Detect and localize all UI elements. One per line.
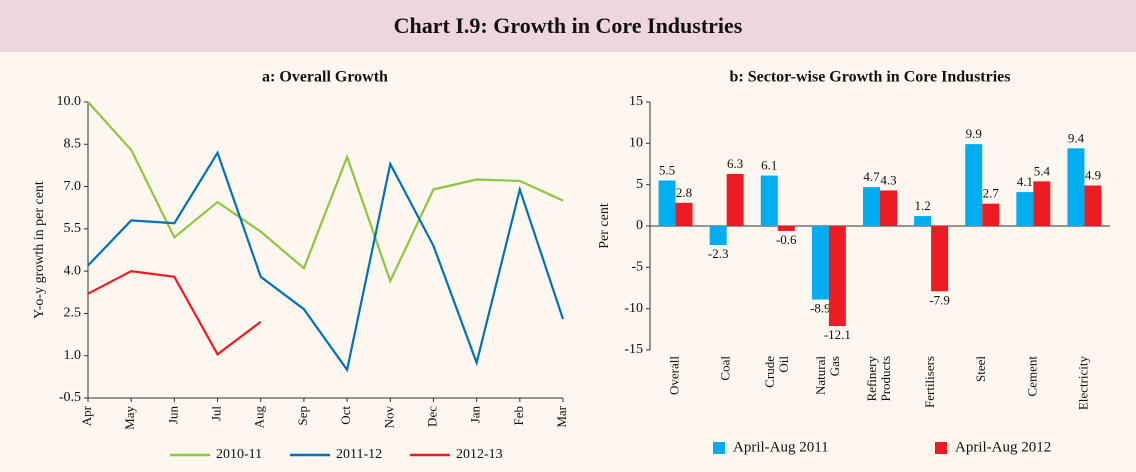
x-tick-label: RefineryProducts (864, 356, 893, 402)
data-label: 4.7 (863, 169, 880, 184)
y-axis-label: Per cent (597, 203, 612, 249)
x-tick-label: Aug (252, 406, 267, 429)
bar (726, 173, 744, 226)
data-label: 1.2 (914, 198, 930, 213)
y-tick-label: 5.5 (64, 221, 82, 236)
x-tick-label: Jan (468, 406, 483, 424)
bar (965, 144, 983, 226)
bar (880, 190, 897, 226)
data-label: 5.4 (1034, 163, 1051, 178)
bar (828, 226, 846, 327)
bar (914, 216, 932, 226)
y-tick-label: -5 (631, 260, 643, 275)
header-band (0, 0, 1136, 52)
x-tick-label: Electricity (1075, 356, 1090, 411)
data-label: 4.9 (1085, 167, 1101, 182)
y-tick-label: 7.0 (64, 179, 82, 194)
bar (863, 187, 880, 226)
data-label: 4.3 (880, 172, 896, 187)
y-tick-label: 8.5 (64, 137, 82, 152)
bar (1084, 185, 1102, 226)
series-line (87, 270, 262, 356)
data-label: 9.4 (1068, 130, 1085, 145)
data-label: -8.9 (810, 301, 831, 316)
x-tick-label: Mar (554, 405, 569, 427)
legend-label: April-Aug 2011 (733, 439, 829, 455)
legend-swatch (935, 442, 947, 454)
y-tick-label: -0.5 (59, 390, 81, 405)
chart-title: b: Sector-wise Growth in Core Industries (729, 69, 1010, 86)
bar (658, 180, 676, 226)
x-tick-label: Steel (973, 356, 988, 382)
bar (811, 226, 829, 300)
x-tick-label: Cement (1024, 356, 1039, 397)
data-label: 6.3 (727, 156, 743, 171)
y-tick-label: 15 (629, 94, 643, 109)
y-tick-label: 10 (629, 136, 643, 151)
data-label: 4.1 (1017, 174, 1033, 189)
bar (1033, 181, 1051, 226)
y-tick-label: 2.5 (64, 306, 82, 321)
bar (709, 226, 727, 246)
bar (931, 226, 949, 292)
x-tick-label: Coal (718, 356, 733, 381)
data-label: 2.7 (983, 186, 1000, 201)
x-tick-label: Dec (424, 406, 439, 427)
x-tick-label: Feb (511, 406, 526, 426)
bar (1067, 148, 1085, 226)
x-tick-label: Nov (381, 406, 396, 429)
data-label: 2.8 (676, 185, 692, 200)
bar (760, 175, 778, 226)
x-tick-label: Sep (295, 406, 310, 426)
data-label: -12.1 (824, 327, 851, 342)
legend-label: 2012-13 (456, 447, 503, 462)
data-label: 5.5 (659, 163, 675, 178)
y-axis-label: Y-o-y growth in per cent (32, 181, 47, 319)
y-tick-label: -15 (624, 342, 643, 357)
bar (1016, 192, 1034, 226)
data-label: 9.9 (966, 126, 982, 141)
series-line (87, 150, 565, 373)
y-tick-label: 4.0 (64, 263, 82, 278)
data-label: -7.9 (929, 292, 950, 307)
legend-label: April-Aug 2012 (955, 439, 1051, 455)
data-label: 6.1 (761, 158, 777, 173)
x-tick-label: CrudeOil (762, 356, 791, 388)
bar (777, 226, 795, 231)
x-tick-label: Overall (667, 356, 682, 395)
legend-label: 2010-11 (216, 447, 262, 462)
chart-title: a: Overall Growth (262, 69, 388, 86)
y-tick-label: 5 (636, 177, 643, 192)
legend-swatch (713, 442, 725, 454)
x-tick-label: Jun (165, 406, 180, 425)
bar (982, 203, 1000, 226)
x-tick-label: Jul (209, 406, 224, 422)
x-tick-label: NaturalGas (813, 356, 842, 395)
y-tick-label: 10.0 (57, 94, 82, 109)
figure-title: Chart I.9: Growth in Core Industries (394, 13, 743, 38)
x-tick-label: May (122, 406, 137, 430)
legend-label: 2011-12 (336, 447, 382, 462)
bar (675, 202, 693, 226)
data-label: -0.6 (776, 232, 797, 247)
x-tick-label: Apr (79, 405, 94, 426)
y-tick-label: 1.0 (64, 348, 82, 363)
y-tick-label: -10 (624, 301, 643, 316)
x-tick-label: Fertilisers (922, 356, 937, 408)
y-tick-label: 0 (636, 218, 643, 233)
data-label: -2.3 (708, 246, 729, 261)
x-tick-label: Oct (338, 406, 353, 425)
